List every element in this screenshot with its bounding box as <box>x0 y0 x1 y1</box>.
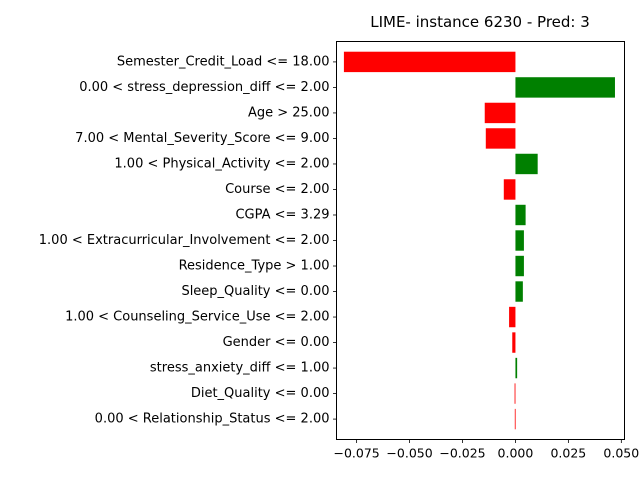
category-label: stress_anxiety_diff <= 1.00 <box>150 361 330 376</box>
category-label: CGPA <= 3.29 <box>235 207 329 222</box>
x-tick-label: −0.050 <box>386 446 432 461</box>
bar-11 <box>512 332 516 353</box>
bar-8 <box>515 255 524 277</box>
category-label: Semester_Credit_Load <= 18.00 <box>117 54 330 69</box>
plot-frame <box>336 41 625 440</box>
category-label: Age > 25.00 <box>248 105 330 120</box>
category-label: Gender <= 0.00 <box>223 335 330 350</box>
category-label: 7.00 < Mental_Severity_Score <= 9.00 <box>75 131 329 146</box>
bar-6 <box>515 204 526 226</box>
bar-0 <box>343 51 516 73</box>
bar-5 <box>503 179 516 200</box>
bar-9 <box>515 281 523 302</box>
x-axis: −0.075 −0.050 −0.025 0.000 0.025 0.050 <box>333 439 639 461</box>
bar-12 <box>515 357 518 379</box>
bar-3 <box>485 128 516 149</box>
bar-4 <box>515 153 538 175</box>
bar-14 <box>514 408 516 430</box>
category-labels-group: Semester_Credit_Load <= 18.00 0.00 < stre… <box>39 54 337 427</box>
category-label: 0.00 < Relationship_Status <= 2.00 <box>95 412 330 427</box>
x-tick-label: 0.000 <box>498 446 534 461</box>
category-label: Course <= 2.00 <box>225 182 329 197</box>
x-tick-label: −0.025 <box>439 446 485 461</box>
x-tick-label: −0.075 <box>333 446 379 461</box>
category-label: 0.00 < stress_depression_diff <= 2.00 <box>79 80 329 95</box>
bar-10 <box>509 306 516 328</box>
category-label: Sleep_Quality <= 0.00 <box>181 284 329 299</box>
x-tick-label: 0.025 <box>550 446 586 461</box>
bars-group <box>343 51 615 430</box>
category-label: 1.00 < Extracurricular_Involvement <= 2.… <box>39 233 330 248</box>
category-label: 1.00 < Counseling_Service_Use <= 2.00 <box>65 310 329 325</box>
chart-title: LIME- instance 6230 - Pred: 3 <box>370 13 590 31</box>
bar-2 <box>484 102 516 124</box>
category-label: Diet_Quality <= 0.00 <box>191 386 330 401</box>
x-tick-label: 0.050 <box>603 446 639 461</box>
bar-1 <box>515 77 615 98</box>
category-label: 1.00 < Physical_Activity <= 2.00 <box>114 156 329 171</box>
bar-13 <box>514 383 516 404</box>
bar-7 <box>515 230 524 251</box>
category-label: Residence_Type > 1.00 <box>179 259 330 274</box>
